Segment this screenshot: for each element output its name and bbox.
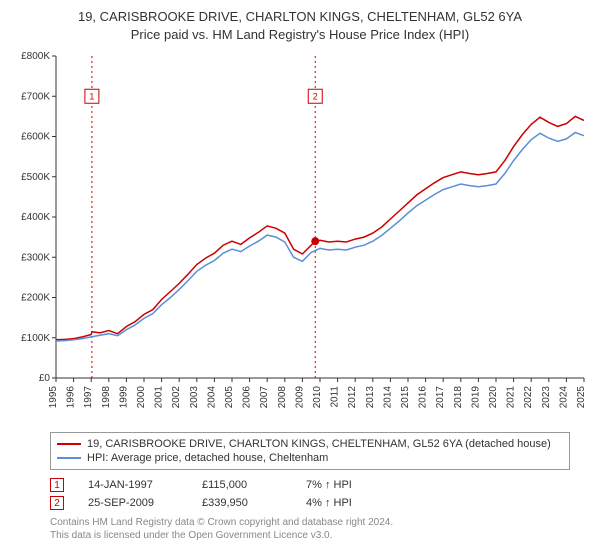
svg-text:2014: 2014 [382,386,393,409]
footer-line-2: This data is licensed under the Open Gov… [50,529,570,542]
title-line-1: 19, CARISBROOKE DRIVE, CHARLTON KINGS, C… [10,8,590,26]
svg-text:2012: 2012 [347,386,358,409]
legend: 19, CARISBROOKE DRIVE, CHARLTON KINGS, C… [50,432,570,470]
event-marker: 1 [50,478,64,492]
svg-text:1996: 1996 [66,386,77,409]
event-date: 25-SEP-2009 [88,497,178,509]
event-row: 1 14-JAN-1997 £115,000 7% ↑ HPI [50,476,570,494]
footer-attribution: Contains HM Land Registry data © Crown c… [50,516,570,542]
svg-text:2000: 2000 [136,386,147,409]
event-date: 14-JAN-1997 [88,479,178,491]
svg-text:£600K: £600K [21,132,50,143]
chart-container: 19, CARISBROOKE DRIVE, CHARLTON KINGS, C… [0,0,600,548]
svg-text:2005: 2005 [224,386,235,409]
svg-text:2022: 2022 [523,386,534,409]
svg-text:2020: 2020 [488,386,499,409]
event-pct: 4% ↑ HPI [306,497,352,509]
svg-text:£700K: £700K [21,92,50,103]
svg-text:1995: 1995 [48,386,59,409]
svg-text:2001: 2001 [154,386,165,409]
svg-text:1998: 1998 [101,386,112,409]
title-line-2: Price paid vs. HM Land Registry's House … [10,26,590,44]
svg-text:£500K: £500K [21,172,50,183]
svg-text:£400K: £400K [21,212,50,223]
svg-text:1997: 1997 [83,386,94,409]
svg-text:2011: 2011 [330,386,341,408]
event-row: 2 25-SEP-2009 £339,950 4% ↑ HPI [50,494,570,512]
svg-text:£0: £0 [39,373,51,384]
legend-swatch [57,457,81,459]
svg-text:£300K: £300K [21,253,50,264]
svg-text:1: 1 [89,92,94,102]
legend-label: HPI: Average price, detached house, Chel… [87,452,328,464]
chart-plot: £0 £100K £200K £300K £400K £500K £600K £700K £80… [10,48,590,428]
svg-text:2008: 2008 [277,386,288,409]
legend-swatch [57,443,81,445]
svg-text:2019: 2019 [470,386,481,409]
svg-text:£800K: £800K [21,51,50,62]
svg-text:2015: 2015 [400,386,411,409]
legend-item: HPI: Average price, detached house, Chel… [57,451,563,465]
svg-text:2002: 2002 [171,386,182,409]
svg-text:£100K: £100K [21,333,50,344]
event-price: £115,000 [202,479,282,491]
svg-text:2009: 2009 [294,386,305,409]
svg-text:2006: 2006 [242,386,253,409]
svg-text:2024: 2024 [558,386,569,409]
event-marker: 2 [50,496,64,510]
legend-label: 19, CARISBROOKE DRIVE, CHARLTON KINGS, C… [87,438,551,450]
event-price: £339,950 [202,497,282,509]
footer-line-1: Contains HM Land Registry data © Crown c… [50,516,570,529]
svg-text:2010: 2010 [312,386,323,409]
svg-text:2013: 2013 [365,386,376,409]
event-pct: 7% ↑ HPI [306,479,352,491]
chart-title: 19, CARISBROOKE DRIVE, CHARLTON KINGS, C… [10,8,590,44]
svg-text:2017: 2017 [435,386,446,409]
svg-text:2018: 2018 [453,386,464,409]
legend-item: 19, CARISBROOKE DRIVE, CHARLTON KINGS, C… [57,437,563,451]
svg-text:2004: 2004 [206,386,217,409]
svg-text:2023: 2023 [541,386,552,409]
line-chart-svg: £0 £100K £200K £300K £400K £500K £600K £700K £80… [10,48,590,428]
svg-text:2025: 2025 [576,386,587,409]
svg-text:2016: 2016 [418,386,429,409]
svg-text:2007: 2007 [259,386,270,409]
svg-text:2003: 2003 [189,386,200,409]
svg-text:£200K: £200K [21,293,50,304]
svg-text:1999: 1999 [118,386,129,409]
event-table: 1 14-JAN-1997 £115,000 7% ↑ HPI 2 25-SEP-2009… [50,476,570,512]
svg-text:2: 2 [313,92,318,102]
svg-text:2021: 2021 [506,386,517,409]
